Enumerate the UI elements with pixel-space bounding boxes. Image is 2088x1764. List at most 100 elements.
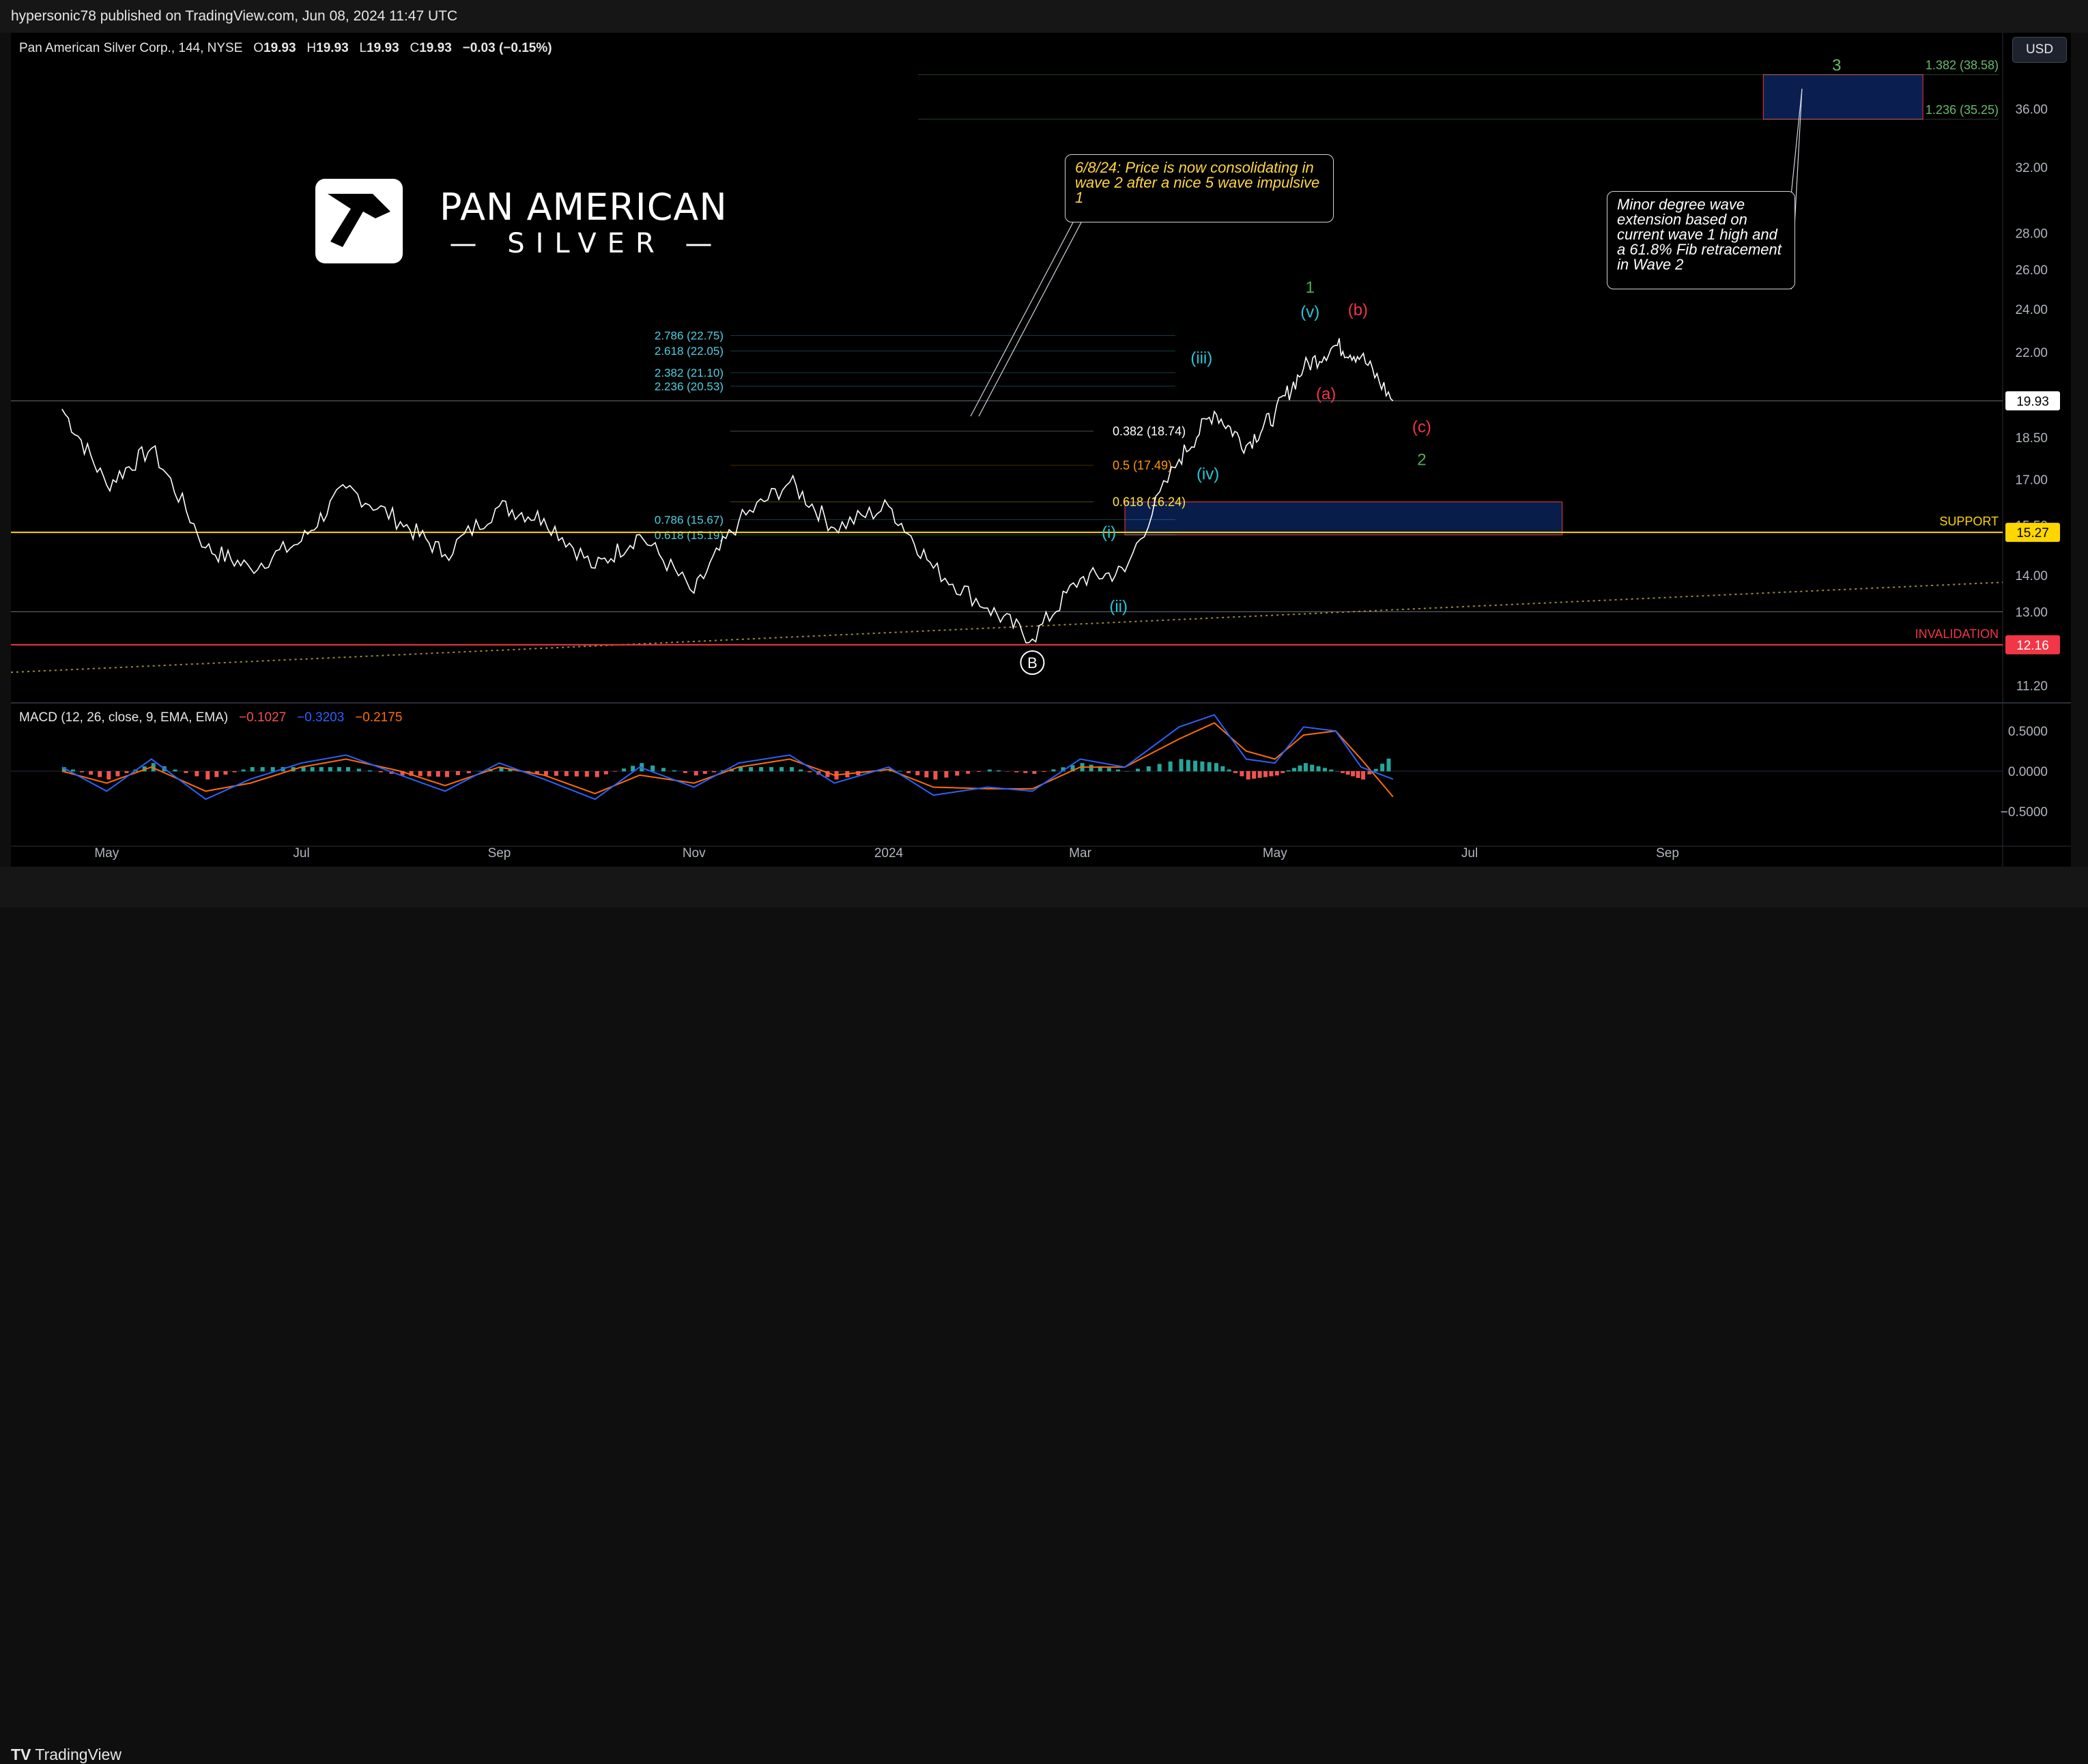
macd-histogram-bar (1310, 764, 1315, 772)
wave-label: (iii) (1190, 349, 1212, 368)
macd-histogram-bar (1286, 770, 1291, 772)
wave-label: B (1027, 654, 1038, 671)
macd-histogram-bar (1281, 771, 1285, 773)
macd-line (61, 714, 1394, 800)
macd-histogram-bar (759, 767, 764, 772)
brand-name: TradingView (35, 1746, 121, 1763)
macd-histogram-bar (1233, 771, 1238, 773)
macd-histogram-bar (1257, 771, 1262, 778)
macd-histogram-bar (356, 768, 361, 772)
price-line (61, 338, 1394, 644)
y-tick-label: 22.00 (2015, 346, 2048, 360)
note1-connector (970, 222, 1074, 417)
macd-histogram-bar (1274, 771, 1279, 776)
macd-histogram-bar (214, 771, 219, 777)
symbol-name[interactable]: Pan American Silver Corp., 144, NYSE (19, 41, 243, 55)
macd-histogram-bar (1042, 771, 1046, 772)
macd-histogram-bar (1200, 761, 1205, 772)
macd-histogram-bar (89, 771, 94, 775)
fib-wave1-label: 2.382 (21.10) (655, 366, 724, 379)
macd-histogram-bar (378, 771, 383, 772)
chart-canvas[interactable]: 36.00 32.00 28.00 26.00 24.00 22.00 18.50 17.00… (0, 0, 2088, 908)
macd-histogram-bar (1335, 771, 1340, 772)
fib-wave1-label: 2.236 (20.53) (655, 380, 724, 393)
top-bar: hypersonic78 published on TradingView.co… (0, 0, 2088, 33)
macd-histogram-bar (906, 771, 911, 774)
y-tick-label: 14.00 (2015, 569, 2048, 583)
support-price-tag-text: 15.27 (2016, 526, 2049, 540)
macd-histogram-bar (702, 771, 707, 775)
macd-histogram-bar (173, 769, 177, 772)
macd-histogram-bar (749, 767, 754, 772)
tradingview-brand[interactable]: TV TradingView (11, 1746, 121, 1764)
macd-histogram-bar (232, 771, 237, 772)
low-label: L (359, 41, 367, 55)
wave2-note[interactable]: 6/8/24: Price is now consolidating in wa… (1065, 154, 1334, 222)
macd-title[interactable]: MACD (12, 26, close, 9, EMA, EMA) (19, 710, 229, 725)
macd-histogram-bar (418, 771, 423, 777)
macd-histogram-bar (195, 771, 199, 777)
low-value: 19.93 (367, 41, 399, 55)
macd-histogram-bar (61, 767, 66, 772)
support-label: SUPPORT (1939, 515, 1999, 528)
open-value: 19.93 (263, 41, 296, 55)
macd-histogram-bar (250, 767, 255, 772)
macd-histogram-bar (1168, 761, 1173, 772)
y-tick-label: 17.00 (2015, 473, 2048, 487)
currency-button[interactable]: USD (2012, 37, 2067, 63)
chart-frame[interactable] (11, 33, 2071, 867)
macd-histogram-bar (1303, 763, 1308, 772)
macd-histogram-bar (1005, 771, 1010, 772)
macd-histogram-bar (534, 771, 539, 775)
macd-histogram-bar (1298, 765, 1302, 772)
macd-histogram-bar (955, 771, 960, 776)
macd-histogram-bar (1246, 771, 1250, 780)
y-tick-label: 32.00 (2015, 161, 2048, 175)
macd-histogram-bar (477, 770, 482, 772)
wave-label: (v) (1300, 303, 1319, 321)
logo-line-1: PAN AMERICAN (440, 186, 728, 229)
high-label: H (306, 41, 317, 55)
macd-legend: MACD (12, 26, close, 9, EMA, EMA) −0.102… (19, 710, 402, 725)
macd-histogram-bar (1135, 768, 1140, 772)
macd-histogram-bar (1341, 771, 1345, 773)
y-tick-label: 28.00 (2015, 227, 2048, 241)
macd-histogram-bar (1220, 766, 1225, 772)
macd-histogram-bar (367, 770, 372, 772)
macd-histogram-bar (997, 770, 1001, 772)
macd-histogram-bar (564, 771, 569, 777)
macd-histogram-bar (603, 771, 608, 775)
tradingview-logo-icon: TV (11, 1746, 31, 1763)
macd-histogram-bar (1316, 766, 1321, 772)
macd-histogram-bar (1179, 759, 1184, 772)
macd-histogram-bar (1227, 769, 1231, 772)
company-logo: PAN AMERICAN — SILVER — (315, 177, 739, 266)
macd-histogram-bar (543, 771, 548, 776)
publisher-caption: hypersonic78 published on TradingView.co… (11, 8, 458, 24)
macd-histogram-bar (223, 771, 228, 775)
x-tick-label: Jul (293, 846, 309, 861)
macd-histogram-bar (739, 767, 743, 772)
macd-histogram-bar (80, 771, 85, 772)
macd-histogram-bar (409, 771, 414, 776)
wave3-note[interactable]: Minor degree wave extension based on cur… (1607, 191, 1795, 289)
y-tick-label: 13.00 (2015, 606, 2048, 620)
macd-histogram-bar (98, 771, 102, 777)
y-tick-label: 11.20 (2016, 679, 2048, 693)
wave-label: 1 (1306, 278, 1315, 297)
macd-histogram-bar (933, 771, 938, 780)
invalidation-price-tag (2005, 635, 2060, 654)
fib-wave3-label: 1.236 (35.25) (1926, 103, 1999, 117)
x-tick-label: Sep (1656, 846, 1679, 861)
macd-histogram-bar (1263, 771, 1268, 777)
macd-histogram-bar (711, 771, 716, 772)
macd-histogram-bar (1070, 765, 1075, 772)
macd-histogram-bar (1106, 768, 1111, 772)
macd-histogram-bar (124, 771, 129, 773)
macd-histogram-bar (1023, 771, 1028, 773)
macd-histogram-bar (310, 767, 315, 772)
high-value: 19.93 (316, 41, 349, 55)
bottom-bar: TV TradingView (0, 867, 2088, 1763)
macd-histogram-bar (898, 770, 902, 772)
macd-histogram-bar (301, 767, 306, 772)
